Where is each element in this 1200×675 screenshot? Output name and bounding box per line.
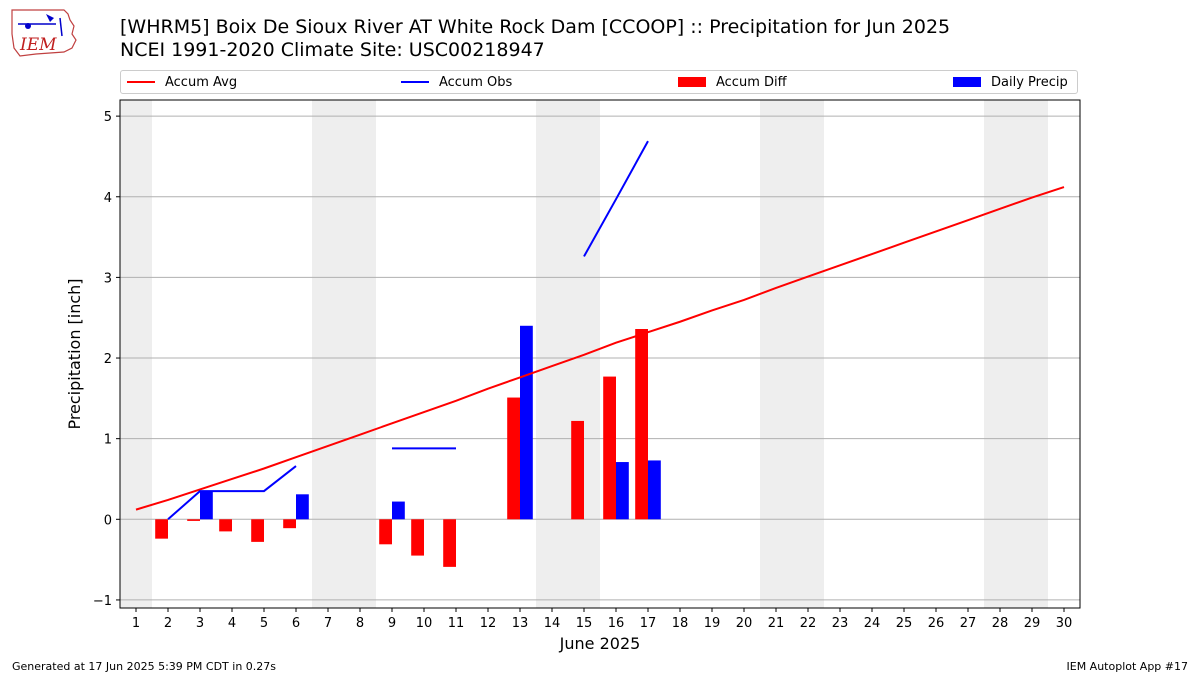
legend-label: Accum Avg	[165, 74, 238, 90]
y-tick-label: 0	[104, 513, 112, 528]
weekend-band	[536, 100, 600, 608]
x-tick-label: 28	[992, 616, 1009, 631]
x-tick-label: 16	[608, 616, 625, 631]
accum-obs-line	[583, 140, 649, 257]
x-tick-label: 11	[448, 616, 465, 631]
x-tick-label: 1	[132, 616, 140, 631]
footer-app: IEM Autoplot App #17	[1066, 660, 1189, 673]
daily-precip-bar	[648, 460, 661, 520]
daily-precip-bar	[616, 462, 629, 520]
weekend-band	[984, 100, 1048, 608]
legend-swatch	[678, 77, 706, 87]
x-tick-label: 23	[832, 616, 849, 631]
accum-diff-bar	[219, 519, 232, 532]
chart-subtitle: NCEI 1991-2020 Climate Site: USC00218947	[120, 39, 545, 61]
x-tick-label: 25	[896, 616, 913, 631]
y-axis-label: Precipitation [inch]	[65, 278, 84, 429]
x-tick-label: 18	[672, 616, 689, 631]
x-tick-label: 10	[416, 616, 433, 631]
y-tick-label: 1	[104, 433, 112, 448]
accum-diff-bar	[411, 519, 424, 556]
accum-diff-bar	[571, 420, 584, 520]
y-tick-label: 3	[104, 271, 112, 286]
y-tick-label: 5	[104, 110, 112, 125]
x-tick-label: 29	[1024, 616, 1041, 631]
x-tick-label: 15	[576, 616, 593, 631]
accum-diff-bar	[379, 519, 392, 545]
accum-diff-bar	[283, 519, 296, 529]
x-tick-label: 14	[544, 616, 561, 631]
x-tick-label: 21	[768, 616, 785, 631]
x-tick-label: 12	[480, 616, 497, 631]
x-tick-label: 17	[640, 616, 657, 631]
accum-obs-line	[167, 465, 297, 521]
y-tick-label: 2	[104, 352, 112, 367]
accum-diff-bar	[635, 329, 648, 520]
legend-item-accum-obs: Accum Obs	[401, 71, 512, 93]
legend-swatch	[401, 81, 429, 83]
daily-precip-bar	[520, 325, 533, 520]
x-tick-label: 20	[736, 616, 753, 631]
y-tick-label: 4	[104, 191, 112, 206]
daily-precip-bar	[200, 491, 213, 520]
x-tick-label: 7	[324, 616, 332, 631]
accum-diff-bar	[443, 519, 456, 567]
x-tick-label: 22	[800, 616, 817, 631]
x-tick-label: 19	[704, 616, 721, 631]
accum-avg-line	[135, 186, 1065, 511]
x-axis-label: June 2025	[559, 634, 641, 653]
legend-label: Accum Diff	[716, 74, 787, 90]
daily-precip-bar	[296, 494, 309, 520]
x-tick-label: 24	[864, 616, 881, 631]
legend-swatch	[127, 81, 155, 83]
legend-label: Accum Obs	[439, 74, 513, 90]
accum-diff-bar	[187, 519, 200, 521]
daily-precip-bar	[392, 501, 405, 520]
weekend-band	[312, 100, 376, 608]
plot-frame	[119, 99, 1081, 609]
legend-item-accum-avg: Accum Avg	[127, 71, 237, 93]
legend-swatch	[953, 77, 981, 87]
accum-diff-bar	[507, 397, 520, 520]
weekend-band	[760, 100, 824, 608]
weekend-band	[120, 100, 152, 608]
footer-generated: Generated at 17 Jun 2025 5:39 PM CDT in …	[12, 660, 277, 673]
chart-title: [WHRM5] Boix De Sioux River AT White Roc…	[120, 16, 951, 38]
x-tick-label: 8	[356, 616, 364, 631]
accum-diff-bar	[155, 519, 168, 539]
iem-logo: IEM	[11, 9, 77, 57]
y-tick-label: −1	[93, 594, 112, 609]
legend-item-daily-precip: Daily Precip	[953, 71, 1068, 93]
x-tick-label: 6	[292, 616, 300, 631]
x-tick-label: 4	[228, 616, 236, 631]
x-tick-label: 26	[928, 616, 945, 631]
x-tick-label: 9	[388, 616, 396, 631]
legend: Accum Avg Accum Obs Accum Diff Daily Pre…	[120, 70, 1078, 94]
legend-label: Daily Precip	[991, 74, 1068, 90]
accum-diff-bar	[251, 519, 264, 542]
x-tick-label: 3	[196, 616, 204, 631]
x-tick-label: 13	[512, 616, 529, 631]
logo-text: IEM	[19, 35, 57, 55]
x-tick-label: 5	[260, 616, 268, 631]
accum-diff-bar	[603, 376, 616, 520]
x-tick-label: 2	[164, 616, 172, 631]
x-tick-label: 30	[1056, 616, 1073, 631]
x-tick-label: 27	[960, 616, 977, 631]
legend-item-accum-diff: Accum Diff	[678, 71, 787, 93]
